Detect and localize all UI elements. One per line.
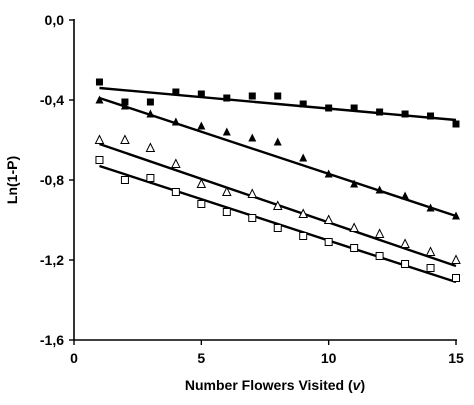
data-point-series-3 [425,246,436,256]
data-point-series-3 [247,188,258,198]
data-point-series-4 [248,214,257,222]
data-point-series-4 [222,208,231,216]
data-point-series-2 [197,121,206,130]
ticks [69,19,457,345]
data-point-series-4 [324,238,333,246]
data-point-series-4 [171,188,180,196]
data-point-series-4 [146,174,155,182]
data-point-series-3 [145,142,156,152]
data-point-series-2 [95,95,104,104]
data-point-series-4 [273,224,282,232]
data-point-series-3 [400,238,410,248]
data-point-series-1 [223,94,231,102]
data-point-series-1 [350,104,358,112]
x-tick-label: 10 [321,350,337,366]
data-point-series-2 [375,185,384,194]
data-point-series-2 [273,137,282,146]
data-point-series-2 [401,191,410,200]
x-axis-label-variable: v [353,377,362,393]
data-point-series-1 [452,120,460,128]
y-tick-label: -1,2 [40,252,64,268]
data-point-series-4 [197,200,206,208]
data-point-series-1 [427,112,435,120]
data-point-series-4 [401,260,410,268]
x-axis-label-suffix: ) [360,377,365,393]
data-point-series-1 [401,110,409,118]
data-point-series-3 [374,228,385,238]
data-point-series-3 [298,208,309,218]
data-point-series-1 [95,78,103,86]
data-point-series-3 [272,200,283,210]
data-point-series-4 [299,232,308,240]
data-point-series-4 [120,176,129,184]
data-point-series-1 [274,92,282,100]
data-point-series-3 [221,186,232,196]
data-point-series-3 [196,178,207,188]
data-point-series-2 [324,169,333,178]
data-point-series-1 [299,100,307,108]
data-point-series-2 [426,203,435,212]
y-tick-label: -0,8 [40,172,64,188]
data-point-series-3 [94,134,105,144]
data-point-series-4 [426,264,435,272]
data-point-series-2 [452,211,460,220]
data-point-series-1 [197,90,205,98]
y-tick-label: -0,4 [40,92,64,108]
fit-line-series-2 [99,96,457,218]
y-axis-label: Ln(1-P) [4,156,20,204]
x-tick-label: 0 [70,350,78,366]
y-tick-label: -1,6 [40,332,64,348]
data-point-series-1 [146,98,154,106]
data-point-series-3 [451,254,461,264]
data-point-series-2 [171,117,180,126]
data-point-series-2 [350,179,359,188]
data-point-series-4 [95,156,104,164]
data-point-series-2 [248,133,257,142]
y-tick-label: 0,0 [45,12,65,28]
data-point-series-1 [248,92,256,100]
data-point-series-1 [325,104,333,112]
data-points [94,78,461,282]
data-point-series-1 [172,88,180,96]
data-point-series-2 [120,101,129,110]
x-axis-label: Number Flowers Visited (v) [185,377,365,393]
data-point-series-3 [120,134,130,144]
data-point-series-4 [452,274,460,282]
axes [73,19,457,341]
tick-labels: 0,0 -0,4 -0,8 -1,2 -1,6 0 5 10 15 [40,12,464,366]
x-tick-label: 15 [448,350,464,366]
x-tick-label: 5 [197,350,205,366]
data-point-series-2 [299,153,308,162]
x-axis-label-prefix: Number Flowers Visited ( [185,377,353,393]
data-point-series-4 [375,252,384,260]
data-point-series-3 [323,214,334,224]
data-point-series-1 [376,108,384,116]
fit-line-series-1 [99,86,457,122]
data-point-series-3 [171,158,181,168]
data-point-series-3 [349,222,359,232]
data-point-series-2 [146,109,155,118]
data-point-series-4 [350,244,359,252]
data-point-series-2 [222,127,231,136]
